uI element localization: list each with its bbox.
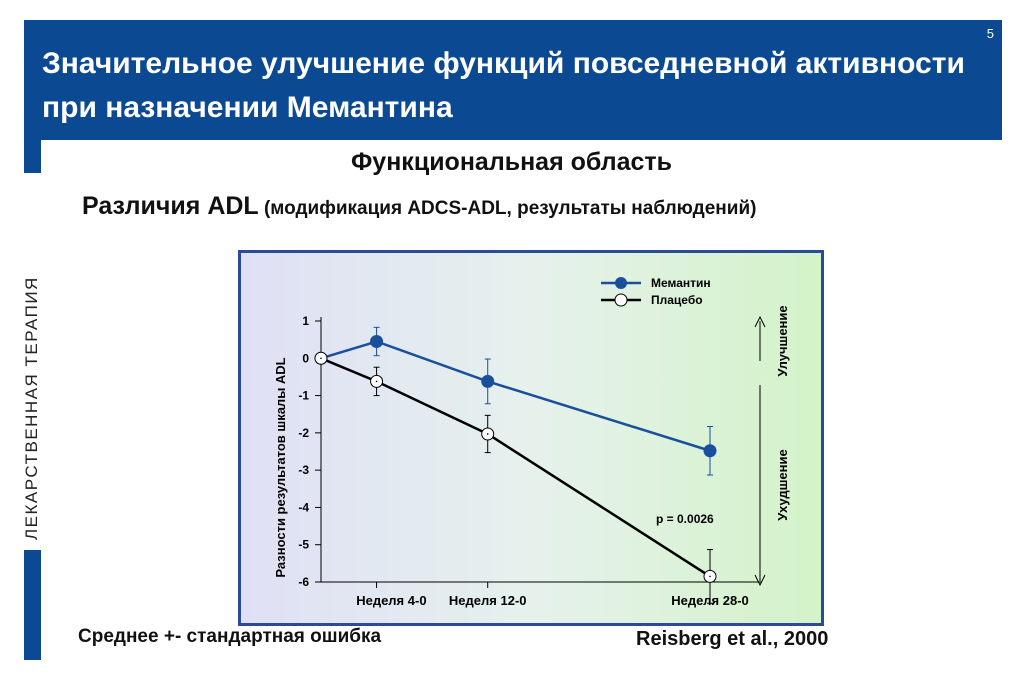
- data-point-center: [320, 357, 322, 360]
- worsening-arrowhead: [754, 574, 766, 587]
- data-point-memantine: [370, 335, 384, 349]
- data-point-center: [709, 575, 711, 578]
- x-tick-label: Неделя 4-0: [356, 593, 426, 608]
- legend-marker: [615, 277, 627, 289]
- improvement-label: Улучшение: [775, 305, 790, 376]
- y-tick-label: -5: [298, 538, 309, 552]
- y-tick-label: 1: [302, 314, 309, 328]
- p-value-annotation: p = 0.0026: [656, 512, 714, 526]
- chart-frame: 1 0 -1 -2 -3 -4 -5 -6 Неделя 4-0 Неделя 12-0 Недел…: [238, 250, 824, 626]
- y-tick-label: -2: [298, 426, 309, 440]
- side-label: ЛЕКАРСТВЕННАЯ ТЕРАПИЯ: [22, 276, 41, 540]
- y-axis-label: Разности результатов шкалы ADL: [273, 357, 288, 577]
- title-bar: Значительное улучшение функций повседнев…: [24, 20, 1002, 140]
- chart-heading-main: Различия ADL: [82, 192, 259, 220]
- data-point-center: [486, 433, 489, 435]
- series-line-2: [320, 357, 711, 578]
- y-tick-label: -3: [298, 463, 309, 477]
- slide-subtitle: Функциональная область: [350, 148, 673, 176]
- chart-heading-note: (модификация ADCS-ADL, результаты наблюд…: [258, 198, 757, 219]
- side-accent-top: [24, 140, 41, 173]
- footnote-citation: Reisberg et al., 2000: [636, 628, 829, 650]
- data-point-memantine: [703, 444, 717, 458]
- y-tick-label: -1: [298, 389, 309, 403]
- data-point-memantine: [481, 374, 495, 388]
- slide-title: Значительное улучшение функций повседнев…: [42, 47, 965, 124]
- chart-heading: Различия ADL (модификация ADCS-ADL, резу…: [82, 192, 756, 221]
- worsening-label: Ухудшение: [775, 449, 790, 520]
- slide-number: 5: [986, 26, 994, 41]
- data-point-center: [375, 380, 378, 383]
- legend-label: Мемантин: [651, 276, 711, 290]
- x-tick-label: Неделя 12-0: [449, 593, 527, 608]
- y-tick-label: 0: [302, 351, 309, 365]
- legend-marker: [614, 293, 628, 307]
- legend-label: Плацебо: [651, 293, 703, 307]
- side-accent-bottom: [24, 550, 41, 660]
- y-tick-label: -6: [298, 575, 309, 589]
- footnote-stats: Среднее +- стандартная ошибка: [78, 626, 382, 647]
- series-line-1: [320, 340, 711, 452]
- y-tick-label: -4: [298, 500, 309, 514]
- improvement-arrowhead: [754, 315, 766, 328]
